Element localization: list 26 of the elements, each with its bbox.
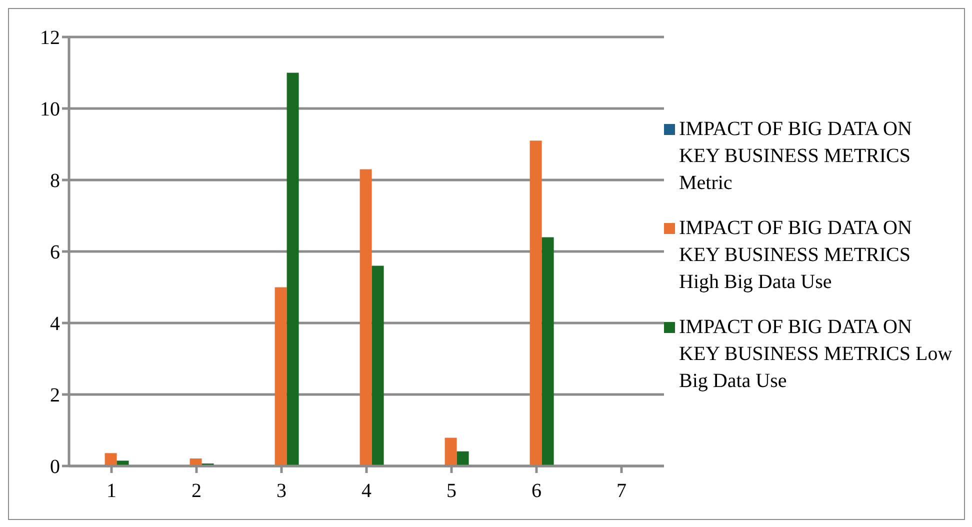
legend-label: IMPACT OF BIG DATA ON KEY BUSINESS METRICS Low Big Data Use	[679, 314, 954, 394]
x-tick-label: 2	[192, 480, 202, 502]
y-tick-label: 0	[50, 456, 60, 478]
y-tick-label: 12	[40, 27, 60, 50]
x-tick-label: 7	[616, 480, 626, 502]
y-tick-label: 4	[50, 313, 60, 336]
x-tick-label: 1	[106, 480, 116, 502]
bar	[286, 72, 299, 466]
x-tick-label: 3	[276, 480, 286, 502]
y-tick-label: 6	[50, 242, 60, 264]
legend-label: IMPACT OF BIG DATA ON KEY BUSINESS METRICS High Big Data Use	[679, 216, 913, 294]
legend-label: IMPACT OF BIG DATA ON KEY BUSINESS METRICS Metric	[679, 116, 913, 196]
bar	[444, 438, 457, 466]
y-tick-label: 8	[50, 170, 60, 192]
bar	[360, 169, 372, 466]
bar	[456, 451, 469, 466]
x-tick-label: 6	[532, 480, 542, 502]
bar	[274, 287, 287, 466]
y-tick-label: 2	[50, 384, 60, 407]
bar	[372, 266, 384, 466]
x-tick-label: 4	[362, 480, 372, 502]
bar	[104, 453, 117, 466]
bar	[530, 140, 542, 466]
y-tick-label: 10	[40, 98, 60, 121]
x-tick-label: 5	[446, 480, 456, 502]
bar	[542, 237, 554, 466]
